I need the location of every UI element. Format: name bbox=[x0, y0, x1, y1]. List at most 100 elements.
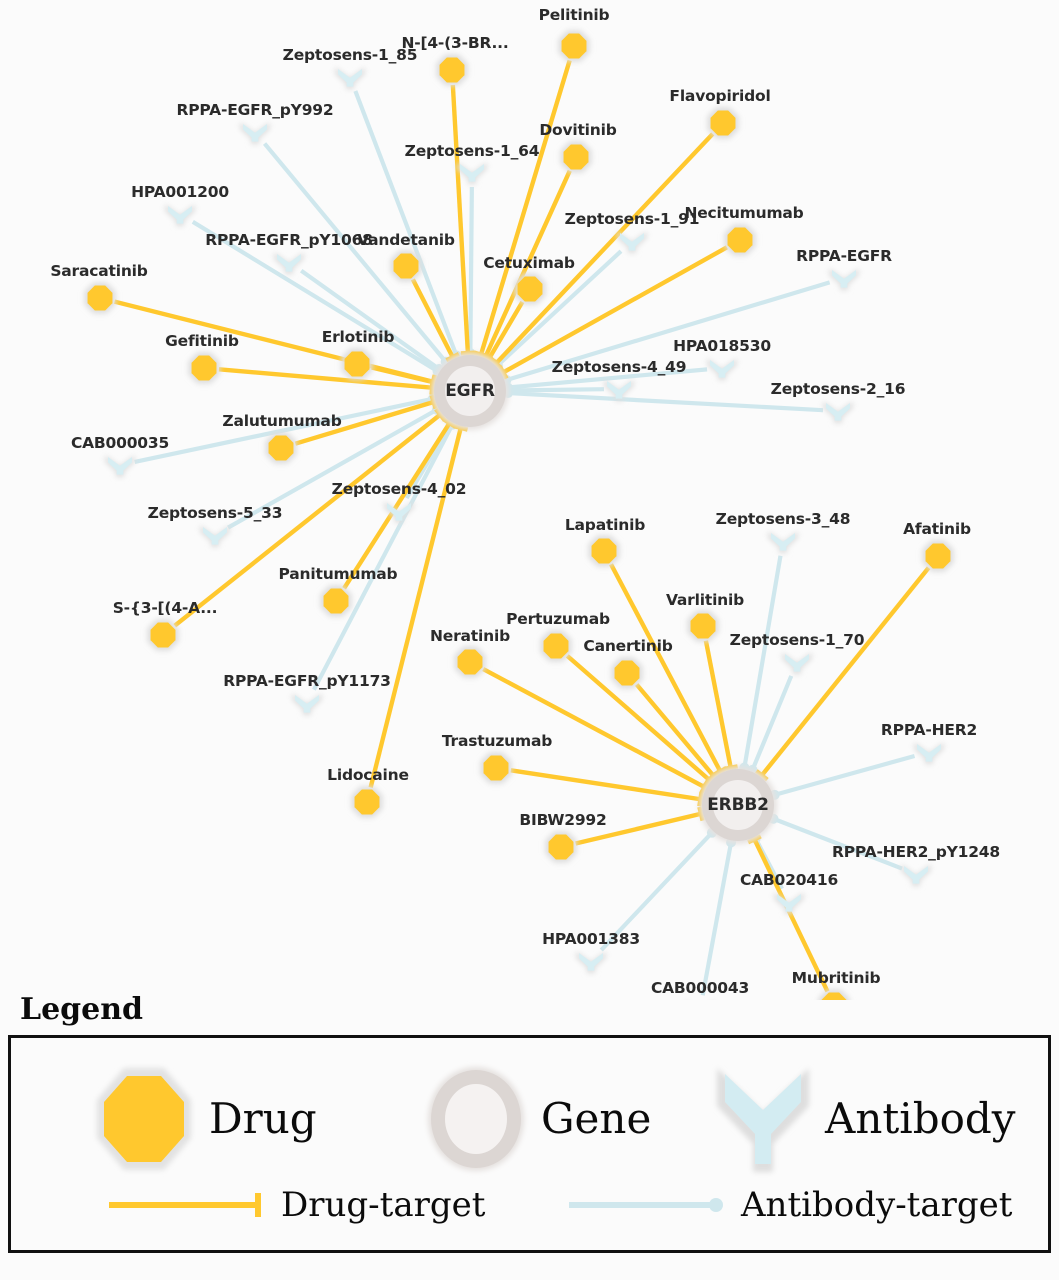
antibody-node[interactable] bbox=[460, 163, 484, 182]
antibody-target-edge bbox=[262, 142, 448, 364]
drug-node[interactable] bbox=[483, 755, 509, 781]
gene-node-core[interactable] bbox=[713, 780, 763, 830]
drug-node[interactable] bbox=[561, 33, 587, 59]
antibody-target-edge bbox=[599, 831, 714, 952]
drug-node[interactable] bbox=[821, 992, 847, 1000]
drug-node[interactable] bbox=[925, 543, 951, 569]
drug-node[interactable] bbox=[439, 57, 465, 83]
antibody-target-edge bbox=[507, 387, 605, 393]
drug-target-edge bbox=[482, 667, 706, 790]
drug-node[interactable] bbox=[393, 253, 419, 279]
antibody-target-edge bbox=[772, 816, 903, 871]
antibody-target-edge bbox=[227, 407, 438, 530]
legend-label-antibody: Antibody bbox=[825, 1094, 1016, 1143]
antibody-node[interactable] bbox=[387, 502, 411, 521]
antibody-node[interactable] bbox=[243, 123, 267, 142]
legend-box: Drug Gene Antibody Drug-target bbox=[8, 1035, 1051, 1253]
drug-target-edge bbox=[609, 563, 723, 773]
drug-target-edge bbox=[575, 811, 702, 846]
antibody-target-edge bbox=[299, 268, 441, 371]
gene-icon bbox=[428, 1067, 524, 1171]
antibody-node[interactable] bbox=[832, 269, 856, 288]
antibody-node[interactable] bbox=[710, 359, 734, 378]
drug-target-edge bbox=[483, 169, 572, 358]
antibody-node[interactable] bbox=[917, 743, 941, 762]
drug-node[interactable] bbox=[354, 789, 380, 815]
drug-target-edge bbox=[173, 412, 442, 628]
drug-target-edge bbox=[502, 245, 728, 375]
drug-target-edge bbox=[478, 59, 572, 356]
legend-item-antibody-target: Antibody-target bbox=[566, 1188, 1012, 1222]
antibody-target-edge bbox=[353, 90, 459, 357]
antibody-target-edge bbox=[507, 367, 708, 390]
drug-target-edge bbox=[371, 365, 434, 385]
antibody-target-edge bbox=[774, 753, 916, 797]
antibody-target-edge bbox=[505, 280, 831, 383]
drug-node[interactable] bbox=[543, 633, 569, 659]
antibody-node[interactable] bbox=[295, 694, 319, 713]
drug-node[interactable] bbox=[690, 613, 716, 639]
antibody-target-edge bbox=[468, 186, 474, 354]
drug-target-edge bbox=[752, 838, 830, 993]
antibody-node[interactable] bbox=[771, 532, 795, 551]
legend-item-drug-target: Drug-target bbox=[106, 1188, 485, 1222]
drug-target-edge bbox=[634, 683, 716, 778]
antibody-target-edge bbox=[191, 220, 439, 373]
antibody-node[interactable] bbox=[168, 205, 192, 224]
antibody-icon bbox=[717, 1068, 809, 1172]
drug-node[interactable] bbox=[563, 144, 589, 170]
drug-node[interactable] bbox=[323, 588, 349, 614]
drug-node[interactable] bbox=[344, 351, 370, 377]
drug-node[interactable] bbox=[591, 538, 617, 564]
drug-node[interactable] bbox=[548, 834, 574, 860]
drug-target-edge bbox=[294, 399, 435, 446]
legend: Legend Drug Gene Antibody bbox=[8, 995, 1051, 1253]
antibody-target-edge bbox=[750, 675, 794, 771]
antibody-target-edge bbox=[700, 841, 734, 996]
antibody-target-edge bbox=[507, 390, 824, 413]
drug-node[interactable] bbox=[614, 660, 640, 686]
drug-node[interactable] bbox=[727, 227, 753, 253]
drug-icon bbox=[97, 1068, 191, 1170]
drug-target-edge bbox=[703, 640, 733, 769]
antibody-node[interactable] bbox=[203, 526, 227, 545]
antibody-target-edge bbox=[496, 249, 623, 367]
drug-node[interactable] bbox=[268, 435, 294, 461]
legend-item-drug: Drug bbox=[89, 1060, 317, 1178]
drug-node[interactable] bbox=[457, 649, 483, 675]
drug-target-edge bbox=[342, 421, 452, 590]
drug-node[interactable] bbox=[87, 285, 113, 311]
antibody-node[interactable] bbox=[607, 380, 631, 399]
drug-node[interactable] bbox=[710, 110, 736, 136]
drug-node[interactable] bbox=[191, 355, 217, 381]
drug-target-edge bbox=[510, 768, 701, 802]
nodes-layer bbox=[84, 30, 954, 1000]
legend-title: Legend bbox=[20, 992, 144, 1027]
antibody-node[interactable] bbox=[785, 653, 809, 672]
drug-target-edge bbox=[494, 132, 715, 365]
drug-node[interactable] bbox=[517, 276, 543, 302]
legend-label-antibody-target: Antibody-target bbox=[741, 1185, 1013, 1225]
legend-item-antibody: Antibody bbox=[711, 1060, 1015, 1178]
antibody-target-edge bbox=[312, 423, 455, 691]
drug-target-edge bbox=[565, 654, 711, 782]
drug-gene-antibody-network bbox=[84, 30, 954, 1000]
antibody-node[interactable] bbox=[579, 952, 603, 971]
antibody-node[interactable] bbox=[338, 68, 362, 87]
antibody-node[interactable] bbox=[826, 402, 850, 421]
drug-target-edge-icon bbox=[109, 1193, 261, 1217]
legend-label-gene: Gene bbox=[541, 1094, 652, 1143]
antibody-node[interactable] bbox=[904, 865, 928, 884]
gene-node-core[interactable] bbox=[445, 366, 495, 416]
antibody-node[interactable] bbox=[620, 232, 644, 251]
drug-target-edge bbox=[760, 566, 931, 777]
antibody-node[interactable] bbox=[108, 456, 132, 475]
antibody-node[interactable] bbox=[777, 893, 801, 912]
drug-target-edge bbox=[218, 367, 433, 390]
edges-layer bbox=[114, 59, 931, 996]
drug-target-edge bbox=[487, 300, 525, 360]
antibody-node[interactable] bbox=[277, 253, 301, 272]
drug-target-edge bbox=[410, 278, 455, 359]
antibody-target-edge bbox=[134, 396, 434, 464]
drug-node[interactable] bbox=[150, 622, 176, 648]
